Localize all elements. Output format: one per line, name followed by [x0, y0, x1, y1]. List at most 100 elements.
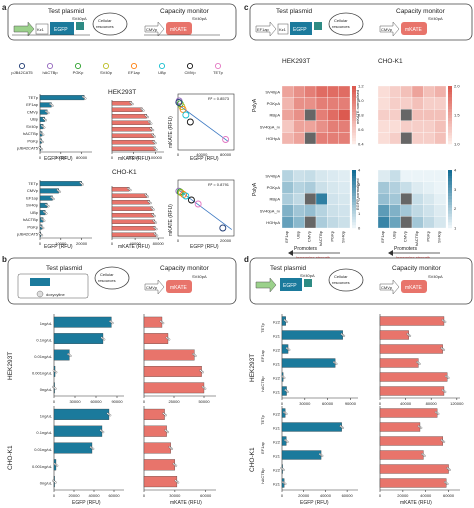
schematic-a-egfp: EGFP [54, 27, 68, 33]
heat-cell [389, 97, 401, 110]
colorbar-tick: 2 [358, 197, 361, 202]
colorbar-step [448, 129, 452, 133]
chart-a-hek-egfp: TETp EF1ap CMVp UBp SV40p hACTBp PGKp pJB42CAT5… [17, 94, 92, 160]
group-label: TETp [260, 414, 265, 425]
replicate-point [288, 348, 291, 351]
row-label: RBpA [270, 197, 281, 202]
heat-cell [389, 193, 401, 205]
x-tick-label: 40000 [320, 493, 332, 498]
heat-cell [411, 85, 424, 98]
colorbar-step [352, 175, 356, 179]
a-cho-r2: R² = 0.8791 [208, 182, 230, 187]
x-tick-label: 25000 [168, 399, 180, 404]
heat-cell [400, 85, 413, 98]
heat-cell [315, 120, 328, 133]
panel-c-label: c [244, 3, 249, 12]
heat-cell [293, 132, 305, 145]
colorbar-step [448, 213, 452, 217]
bar [53, 442, 93, 454]
replicate-point [41, 140, 44, 144]
heat-cell [389, 132, 401, 145]
colorbar-step [448, 222, 452, 226]
heat-cell [400, 169, 413, 182]
bar [143, 382, 205, 394]
heat-cell [423, 132, 435, 145]
schematic-c-sv40pa: SV40pA [428, 16, 443, 21]
replicate-point [342, 334, 346, 337]
heat-cell [411, 109, 424, 121]
colorbar-step [448, 132, 452, 136]
heat-cell [423, 204, 435, 217]
heat-cell [315, 97, 328, 110]
bar [39, 188, 59, 194]
category-label: Kz2 [273, 376, 281, 381]
colorbar-step [352, 210, 356, 214]
heat-cell [434, 132, 447, 145]
heat-cell [338, 216, 351, 229]
heat-cell [400, 193, 413, 205]
colorbar-step [448, 115, 452, 119]
heat-cell [389, 216, 401, 229]
colorbar-step [352, 213, 356, 217]
bar [111, 120, 151, 125]
colorbar-step [448, 210, 452, 214]
scatter-point [180, 190, 188, 198]
replicate-point [56, 464, 59, 467]
replicate-point [164, 414, 167, 417]
heat-cell [434, 216, 447, 229]
heatmap-c-cho-egfp [377, 169, 447, 229]
heatmap-c-hek-mkate [281, 85, 351, 145]
d-group-labels: TETp EF1ap hACTBp TETp EF1ap hACTBp [260, 322, 265, 483]
schematic-d-capacity: Capacity monitor [392, 265, 442, 272]
heat-cell [304, 169, 317, 182]
heat-cell [411, 181, 424, 194]
category-label: Kz1 [273, 454, 281, 459]
replicate-point [54, 481, 57, 484]
scatter-point [187, 196, 195, 204]
row-label: RBpA [270, 113, 281, 118]
chart-d-hek-egfp: Kz2 Kz1 Kz2 Kz1 Kz2 Kz1 0 30000 60000 90000 [273, 314, 358, 406]
replicate-point [155, 228, 158, 231]
legend-label: hACTBp [42, 70, 58, 75]
arrowhead-left-icon [288, 250, 293, 256]
panel-a-schematic: Test plasmid Kz1 EGFP SV40pA Cellular re… [7, 3, 237, 41]
replicate-point [146, 116, 149, 119]
colorbar-step [448, 225, 452, 229]
legend-label: PGKp [73, 70, 84, 75]
c-egfp-cbar-label: EGFP normalised [355, 179, 360, 211]
bar [53, 408, 110, 420]
arrowhead-right-icon [388, 250, 393, 256]
colorbar-tick: 0 [358, 226, 361, 231]
heat-cell [304, 181, 317, 194]
replicate-point [149, 202, 152, 205]
bar [39, 181, 82, 187]
cmv-arrow-icon [144, 21, 165, 37]
colorbar-step [352, 170, 356, 174]
bar [111, 101, 132, 106]
schematic-b-dox: doxycyline [46, 292, 65, 297]
colorbar-step [352, 196, 356, 200]
x-tick-label: 60000 [108, 493, 120, 498]
heat-cell [377, 85, 390, 98]
scatter-point [219, 224, 227, 232]
heat-cell [389, 109, 401, 121]
colorbar-step [448, 112, 452, 116]
chart-d-cho-mkate: 0 20000 40000 60000 [379, 406, 460, 498]
bar [39, 95, 85, 101]
schematic-a-resources-1: Cellular [98, 18, 112, 23]
heat-cell [293, 120, 305, 133]
category-label: UBp [30, 117, 39, 122]
heat-cell [338, 193, 351, 205]
heat-cell [281, 216, 294, 229]
x-tick-label: 90000 [345, 401, 357, 406]
replicate-point [58, 190, 61, 193]
replicate-point [55, 371, 58, 374]
category-label: UBp [30, 210, 39, 215]
col-label: CMVp [307, 230, 312, 242]
bar [143, 408, 165, 420]
heat-cell [377, 216, 390, 229]
group-label: EF1ap [260, 441, 265, 454]
replicate-point [40, 234, 44, 237]
x-tick-label: 0 [379, 401, 382, 406]
heat-cell [423, 97, 435, 110]
